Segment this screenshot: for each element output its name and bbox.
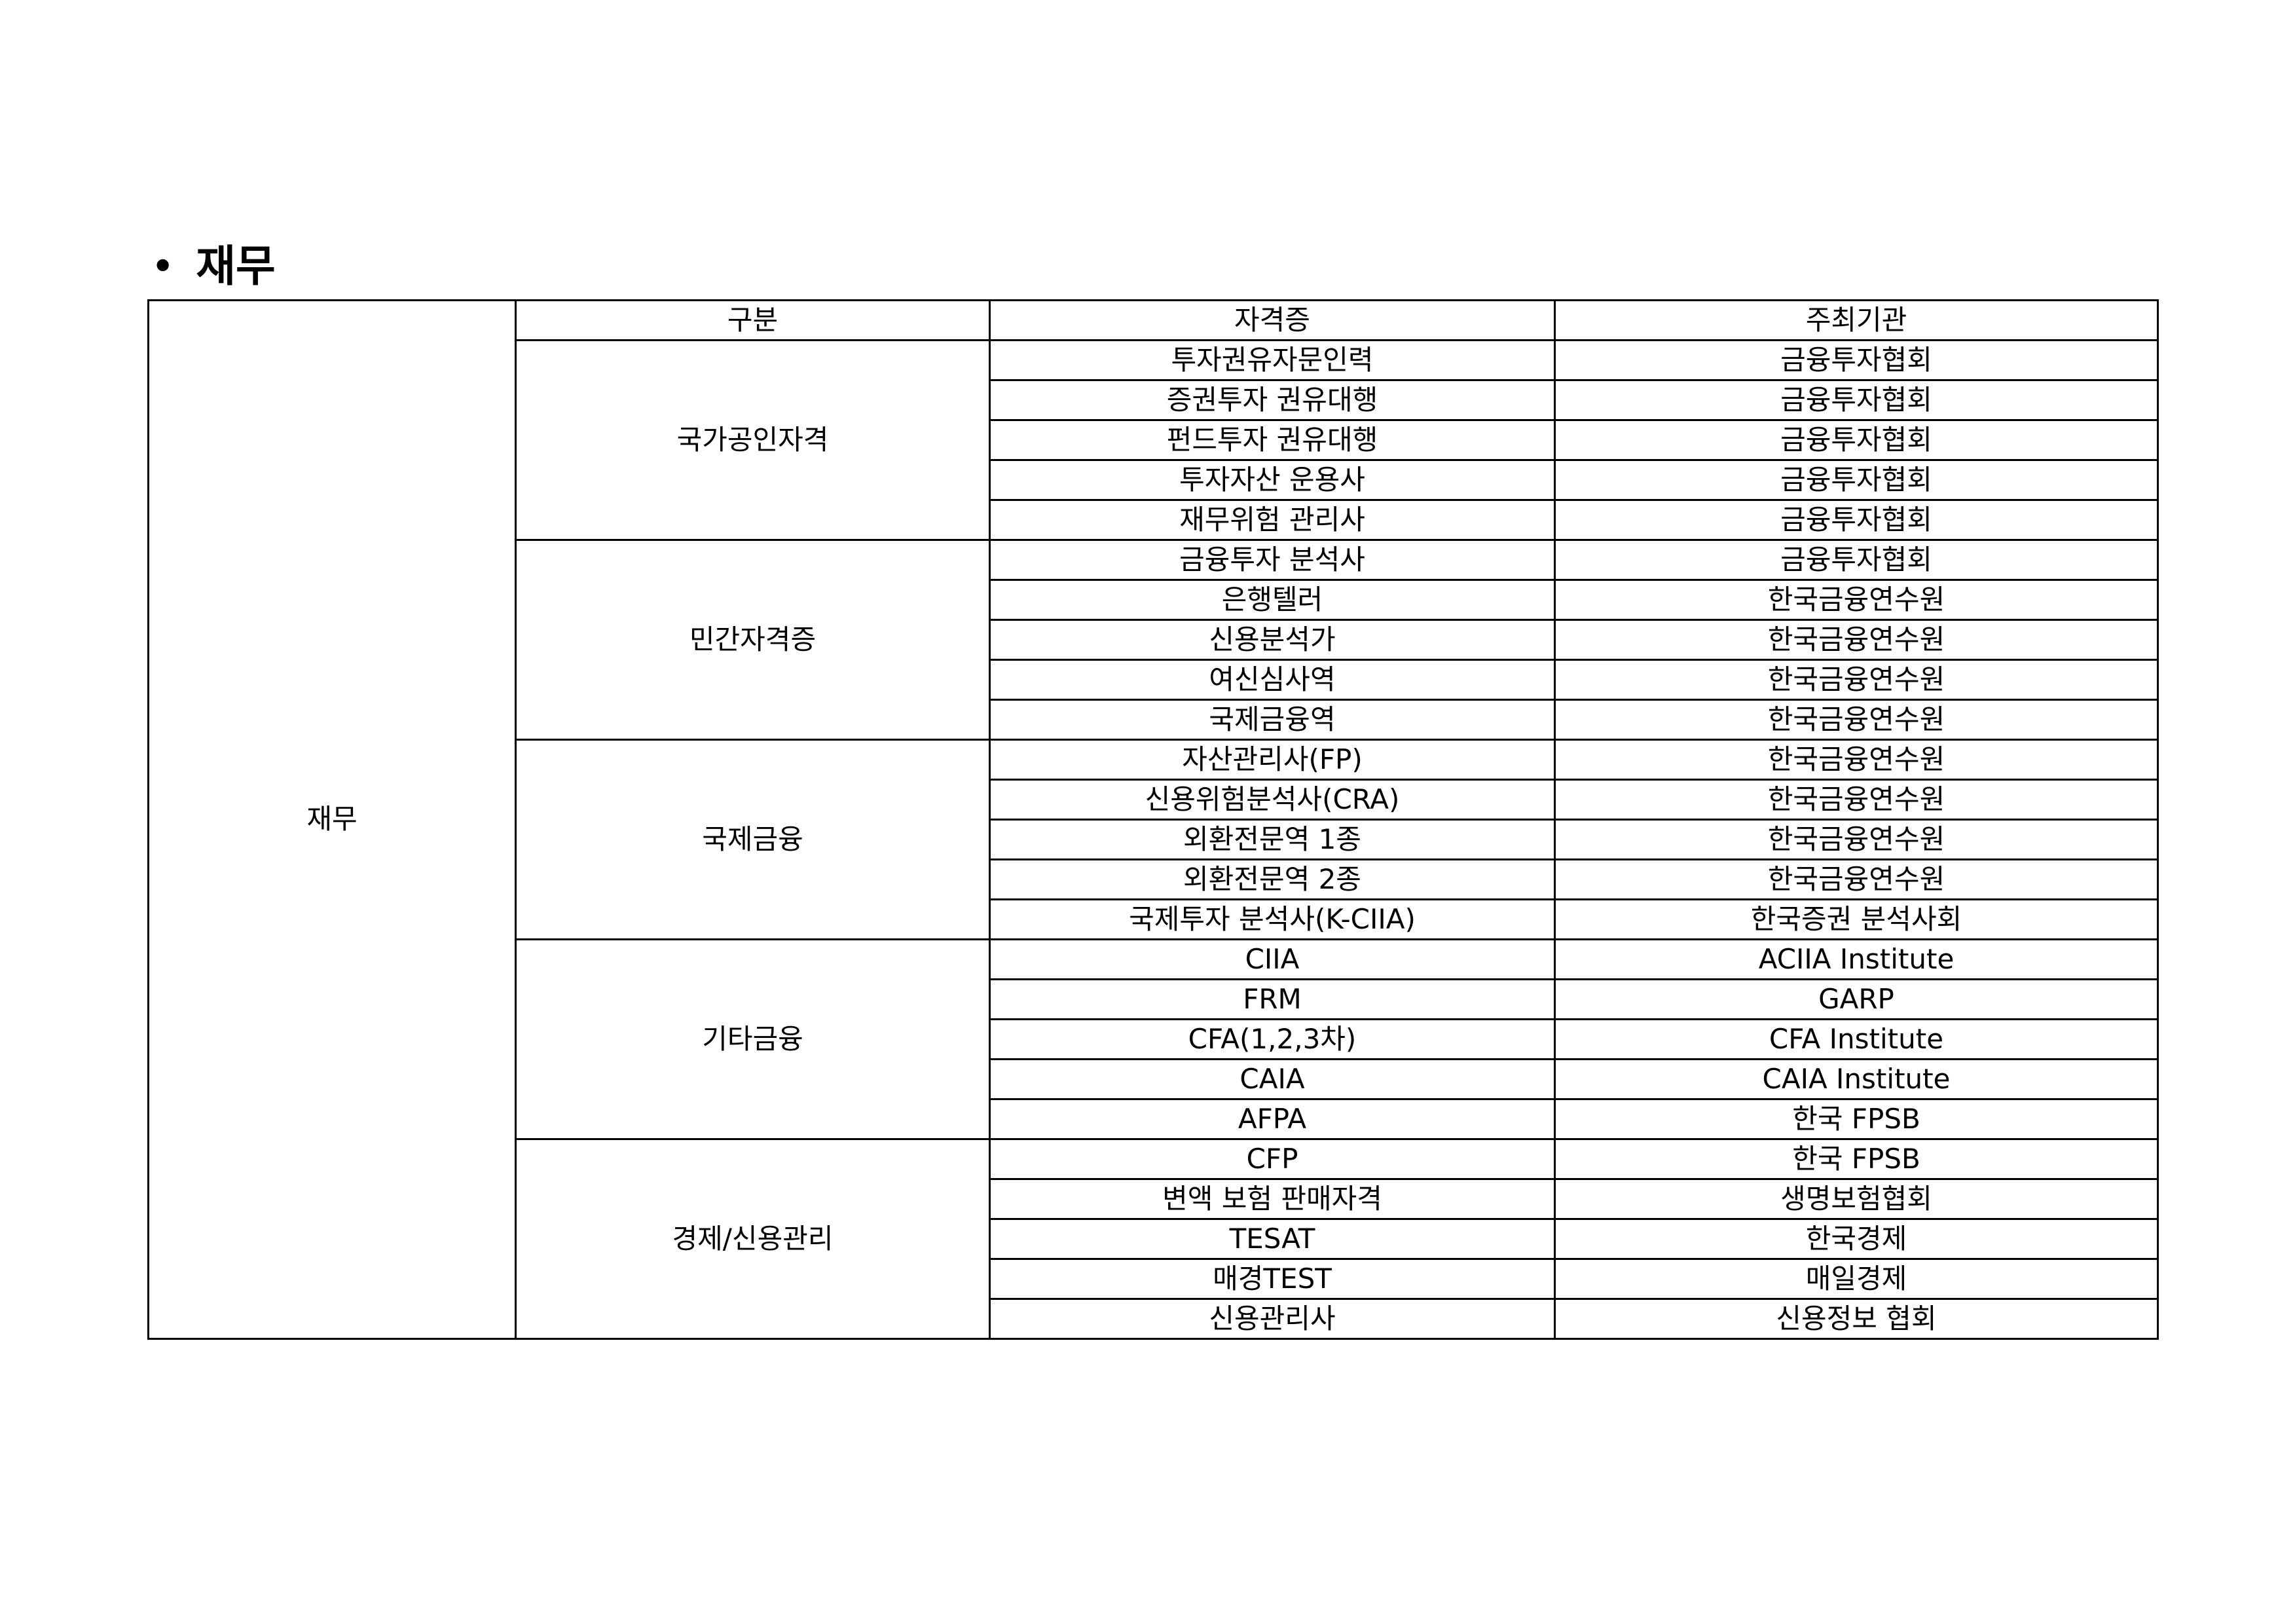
- certificate-cell: 신용위험분석사(CRA): [989, 779, 1556, 821]
- organizer-cell: 한국금융연수원: [1554, 699, 2159, 741]
- certificate-cell: 매경TEST: [989, 1258, 1556, 1300]
- table-row: 투자자산 운용사 금융투자협회: [149, 459, 2159, 501]
- organizer-cell: 금융투자협회: [1554, 459, 2159, 501]
- organizer-cell: 금융투자협회: [1554, 419, 2159, 461]
- organizer-cell: CAIA Institute: [1554, 1058, 2159, 1100]
- certificate-cell: 재무위험 관리사: [989, 499, 1556, 541]
- table-row: 외환전문역 2종 한국금융연수원: [149, 858, 2159, 900]
- table-row: 재무위험 관리사 금융투자협회: [149, 499, 2159, 541]
- organizer-cell: 매일경제: [1554, 1258, 2159, 1300]
- certificate-cell: 투자권유자문인력: [989, 339, 1556, 381]
- organizer-cell: 금융투자협회: [1554, 379, 2159, 421]
- certificate-cell: 외환전문역 2종: [989, 858, 1556, 900]
- certificate-cell: 자산관리사(FP): [989, 739, 1556, 781]
- table-row: TESAT 한국경제: [149, 1218, 2159, 1260]
- table-row: FRM GARP: [149, 978, 2159, 1020]
- table-row: 변액 보험 판매자격 생명보험협회: [149, 1178, 2159, 1220]
- category-cell: 국제금융: [515, 739, 991, 940]
- organizer-cell: 생명보험협회: [1554, 1178, 2159, 1220]
- table-row: 기타금융 CIIA ACIIA Institute: [149, 938, 2159, 1140]
- organizer-cell: 금융투자협회: [1554, 339, 2159, 381]
- organizer-cell: 한국금융연수원: [1554, 819, 2159, 860]
- table-row: 민간자격증 금융투자 분석사 금융투자협회: [149, 539, 2159, 741]
- certificate-cell: 외환전문역 1종: [989, 819, 1556, 860]
- table-row: 여신심사역 한국금융연수원: [149, 659, 2159, 701]
- table-row: 은행텔러 한국금융연수원: [149, 579, 2159, 621]
- organizer-cell: 한국금융연수원: [1554, 659, 2159, 701]
- table-row: 신용위험분석사(CRA) 한국금융연수원: [149, 779, 2159, 821]
- certificate-cell: 투자자산 운용사: [989, 459, 1556, 501]
- organizer-cell: 한국금융연수원: [1554, 779, 2159, 821]
- table-row: 국제투자 분석사(K-CIIA) 한국증권 분석사회: [149, 898, 2159, 940]
- certificate-cell: 증권투자 권유대행: [989, 379, 1556, 421]
- header-certificate: 자격증: [989, 299, 1556, 341]
- bullet-icon: •: [152, 247, 174, 286]
- header-row: 재무 구분 자격증 주최기관: [147, 299, 2159, 1340]
- header-category: 구분: [515, 299, 991, 341]
- table-row: 외환전문역 1종 한국금융연수원: [149, 819, 2159, 860]
- table-row: CAIA CAIA Institute: [149, 1058, 2159, 1100]
- organizer-cell: 신용정보 협회: [1554, 1298, 2159, 1340]
- certificate-cell: 금융투자 분석사: [989, 539, 1556, 581]
- organizer-cell: 한국금융연수원: [1554, 619, 2159, 661]
- table-row: 신용관리사 신용정보 협회: [149, 1298, 2159, 1340]
- header-organizer: 주최기관: [1554, 299, 2159, 341]
- certificate-cell: AFPA: [989, 1098, 1556, 1140]
- category-cell: 민간자격증: [515, 539, 991, 741]
- table-row: 신용분석가 한국금융연수원: [149, 619, 2159, 661]
- organizer-cell: 금융투자협회: [1554, 539, 2159, 581]
- organizer-cell: GARP: [1554, 978, 2159, 1020]
- organizer-cell: ACIIA Institute: [1554, 938, 2159, 980]
- certificate-cell: 신용관리사: [989, 1298, 1556, 1340]
- organizer-cell: 한국경제: [1554, 1218, 2159, 1260]
- organizer-cell: 한국증권 분석사회: [1554, 898, 2159, 940]
- organizer-cell: 금융투자협회: [1554, 499, 2159, 541]
- table-row: CFA(1,2,3차) CFA Institute: [149, 1018, 2159, 1060]
- table-row: 펀드투자 권유대행 금융투자협회: [149, 419, 2159, 461]
- certificate-cell: CFA(1,2,3차): [989, 1018, 1556, 1060]
- category-cell: 경제/신용관리: [515, 1138, 991, 1340]
- table-row: 경제/신용관리 CFP 한국 FPSB: [149, 1138, 2159, 1340]
- certificate-cell: 변액 보험 판매자격: [989, 1178, 1556, 1220]
- domain-cell: 재무: [147, 299, 517, 1340]
- organizer-cell: CFA Institute: [1554, 1018, 2159, 1060]
- organizer-cell: 한국 FPSB: [1554, 1098, 2159, 1140]
- certificate-cell: FRM: [989, 978, 1556, 1020]
- table-row: 국제금융 자산관리사(FP) 한국금융연수원: [149, 739, 2159, 940]
- certificate-cell: 펀드투자 권유대행: [989, 419, 1556, 461]
- table-row: 국제금융역 한국금융연수원: [149, 699, 2159, 741]
- organizer-cell: 한국 FPSB: [1554, 1138, 2159, 1180]
- organizer-cell: 한국금융연수원: [1554, 858, 2159, 900]
- table-row: 증권투자 권유대행 금융투자협회: [149, 379, 2159, 421]
- certificate-cell: 신용분석가: [989, 619, 1556, 661]
- certificate-cell: TESAT: [989, 1218, 1556, 1260]
- certificate-cell: CFP: [989, 1138, 1556, 1180]
- table-row: 국가공인자격 투자권유자문인력 금융투자협회: [149, 339, 2159, 541]
- certificate-cell: 국제금융역: [989, 699, 1556, 741]
- category-cell: 기타금융: [515, 938, 991, 1140]
- certificate-cell: 은행텔러: [989, 579, 1556, 621]
- category-cell: 국가공인자격: [515, 339, 991, 541]
- table-row: 매경TEST 매일경제: [149, 1258, 2159, 1300]
- organizer-cell: 한국금융연수원: [1554, 579, 2159, 621]
- section-heading: • 재무: [152, 237, 276, 296]
- certification-table-body: 재무 구분 자격증 주최기관 국가공인자격 투자권유자문인력 금융투자협회 증권투자 …: [147, 299, 2159, 1340]
- table-row: AFPA 한국 FPSB: [149, 1098, 2159, 1140]
- certificate-cell: 국제투자 분석사(K-CIIA): [989, 898, 1556, 940]
- certificate-cell: 여신심사역: [989, 659, 1556, 701]
- section-title: 재무: [196, 241, 276, 291]
- certificate-cell: CIIA: [989, 938, 1556, 980]
- organizer-cell: 한국금융연수원: [1554, 739, 2159, 781]
- certificate-cell: CAIA: [989, 1058, 1556, 1100]
- certification-table: 재무 구분 자격증 주최기관 국가공인자격 투자권유자문인력 금융투자협회 증권투자 …: [147, 299, 2159, 1340]
